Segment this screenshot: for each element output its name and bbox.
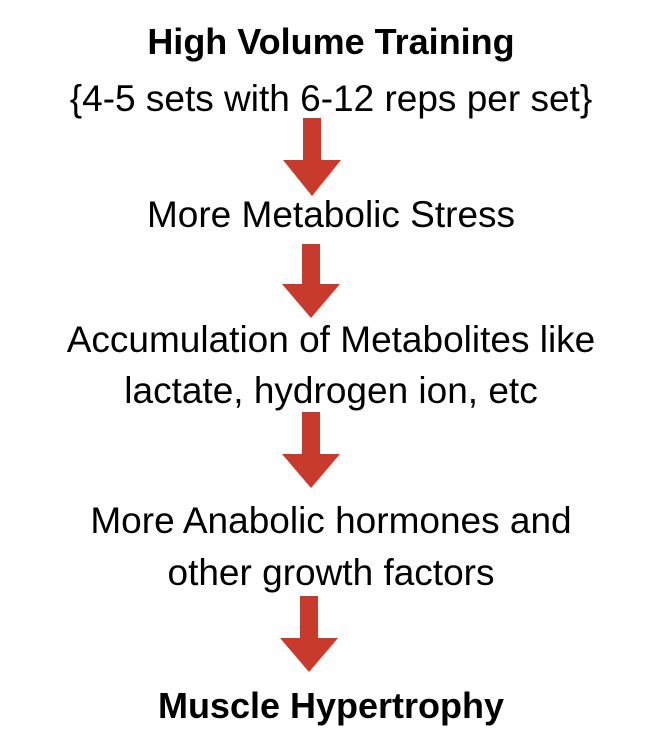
- arrow-down-icon: [280, 596, 338, 672]
- title: High Volume Training: [147, 21, 515, 62]
- subtitle: {4-5 sets with 6-12 reps per set}: [69, 78, 593, 119]
- step-anabolic-line-1: More Anabolic hormones and: [90, 500, 572, 541]
- step-metabolites-line-2: lactate, hydrogen ion, etc: [124, 370, 538, 411]
- step-metabolites-line-1: Accumulation of Metabolites like: [66, 319, 596, 360]
- outcome: Muscle Hypertrophy: [157, 685, 505, 726]
- arrow-down-icon: [282, 244, 340, 318]
- arrow-down-icon: [282, 412, 340, 488]
- step-anabolic-line-2: other growth factors: [167, 552, 495, 593]
- step-metabolic-stress: More Metabolic Stress: [146, 194, 516, 235]
- arrow-down-icon: [283, 118, 341, 196]
